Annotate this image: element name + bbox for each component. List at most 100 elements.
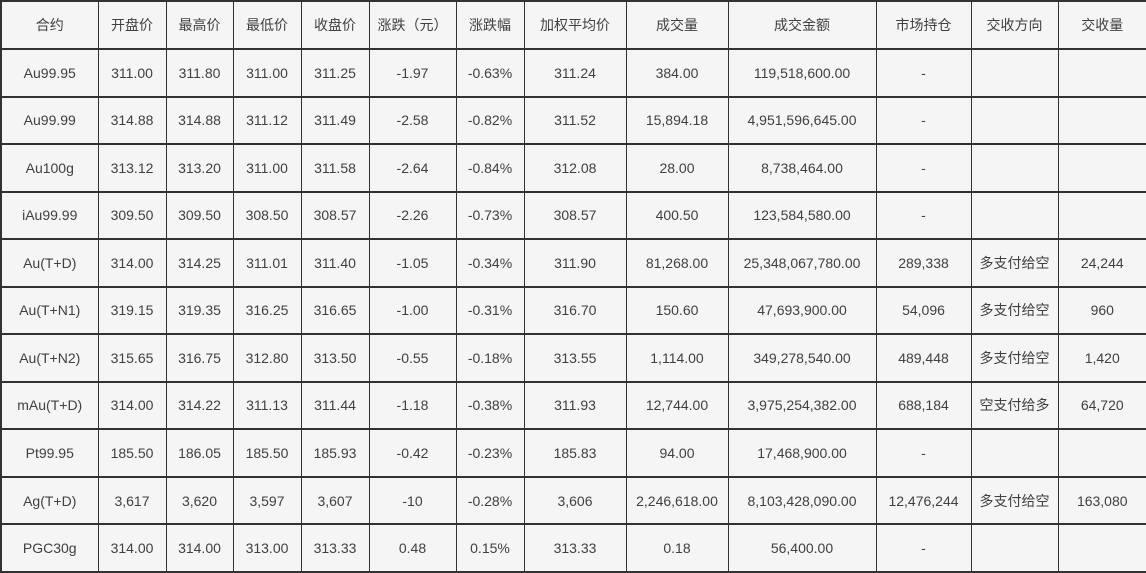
value-cell: 4,951,596,645.00 xyxy=(727,95,877,146)
table-row: iAu99.99 309.50 309.50 308.50 308.57 -2.26 -0.… xyxy=(0,190,1146,241)
value-cell: 119,518,600.00 xyxy=(727,48,877,98)
column-header: 市场持仓 xyxy=(875,0,972,50)
value-cell: 316.25 xyxy=(232,285,302,336)
value-cell: - xyxy=(875,143,972,193)
value-cell: 960 xyxy=(1057,285,1146,336)
value-cell: 309.50 xyxy=(165,190,234,241)
value-cell: 150.60 xyxy=(625,285,729,336)
value-cell: 28.00 xyxy=(625,143,729,193)
value-cell: 688,184 xyxy=(875,380,972,431)
table-row: Au(T+D) 314.00 314.25 311.01 311.40 -1.05 -0.3… xyxy=(0,238,1146,288)
value-cell xyxy=(1057,143,1146,193)
table-row: Au100g 313.12 313.20 311.00 311.58 -2.64 -0.84… xyxy=(0,143,1146,193)
value-cell: 多支付给空 xyxy=(970,333,1059,383)
value-cell: 56,400.00 xyxy=(727,523,877,573)
column-header: 加权平均价 xyxy=(523,0,627,50)
value-cell: 15,894.18 xyxy=(625,95,729,146)
value-cell: 314.00 xyxy=(97,238,167,288)
value-cell xyxy=(1057,428,1146,478)
value-cell: 311.00 xyxy=(97,48,167,98)
column-header: 交收量 xyxy=(1057,0,1146,50)
value-cell: 313.12 xyxy=(97,143,167,193)
value-cell: 0.15% xyxy=(455,523,525,573)
value-cell: 311.52 xyxy=(523,95,627,146)
value-cell: 24,244 xyxy=(1057,238,1146,288)
value-cell: - xyxy=(875,428,972,478)
column-header: 成交金额 xyxy=(727,0,877,50)
value-cell: 384.00 xyxy=(625,48,729,98)
value-cell: 17,468,900.00 xyxy=(727,428,877,478)
value-cell: 311.40 xyxy=(300,238,370,288)
value-cell: 3,617 xyxy=(97,475,167,526)
value-cell xyxy=(970,428,1059,478)
value-cell: 312.80 xyxy=(232,333,302,383)
value-cell: 空支付给多 xyxy=(970,380,1059,431)
value-cell: 314.88 xyxy=(165,95,234,146)
value-cell: 多支付给空 xyxy=(970,238,1059,288)
value-cell: 311.25 xyxy=(300,48,370,98)
value-cell: 308.50 xyxy=(232,190,302,241)
value-cell: -10 xyxy=(368,475,457,526)
value-cell: 489,448 xyxy=(875,333,972,383)
value-cell: 94.00 xyxy=(625,428,729,478)
value-cell xyxy=(1057,95,1146,146)
column-header: 开盘价 xyxy=(97,0,167,50)
value-cell: 8,103,428,090.00 xyxy=(727,475,877,526)
table-header: 合约 开盘价 最高价 最低价 收盘价 涨跌（元） 涨跌幅 加权平均价 成交量 成交金额 市场持仓 交收… xyxy=(0,0,1146,50)
value-cell: 多支付给空 xyxy=(970,285,1059,336)
value-cell xyxy=(1057,190,1146,241)
value-cell: 12,744.00 xyxy=(625,380,729,431)
value-cell: - xyxy=(875,523,972,573)
value-cell: -0.23% xyxy=(455,428,525,478)
value-cell: 0.18 xyxy=(625,523,729,573)
value-cell: 315.65 xyxy=(97,333,167,383)
column-header: 交收方向 xyxy=(970,0,1059,50)
value-cell: -1.97 xyxy=(368,48,457,98)
value-cell: -0.63% xyxy=(455,48,525,98)
value-cell xyxy=(970,95,1059,146)
value-cell: -0.55 xyxy=(368,333,457,383)
value-cell xyxy=(970,523,1059,573)
table-row: Au99.95 311.00 311.80 311.00 311.25 -1.97 -0.6… xyxy=(0,48,1146,98)
value-cell xyxy=(1057,523,1146,573)
value-cell: 311.13 xyxy=(232,380,302,431)
value-cell: 313.33 xyxy=(300,523,370,573)
value-cell xyxy=(970,143,1059,193)
table-row: PGC30g 314.00 314.00 313.00 313.33 0.48 0.15% 3… xyxy=(0,523,1146,573)
value-cell: 311.00 xyxy=(232,143,302,193)
value-cell: 多支付给空 xyxy=(970,475,1059,526)
value-cell: 289,338 xyxy=(875,238,972,288)
contract-cell: Au(T+N1) xyxy=(0,285,99,336)
value-cell: 3,620 xyxy=(165,475,234,526)
column-header: 成交量 xyxy=(625,0,729,50)
table-body: Au99.95 311.00 311.80 311.00 311.25 -1.97 -0.6… xyxy=(0,48,1146,573)
value-cell: 185.50 xyxy=(232,428,302,478)
value-cell: 186.05 xyxy=(165,428,234,478)
value-cell: -0.28% xyxy=(455,475,525,526)
value-cell: 0.48 xyxy=(368,523,457,573)
table-row: Ag(T+D) 3,617 3,620 3,597 3,607 -10 -0.28% 3,60… xyxy=(0,475,1146,526)
value-cell: 311.80 xyxy=(165,48,234,98)
value-cell: -1.18 xyxy=(368,380,457,431)
value-cell: 47,693,900.00 xyxy=(727,285,877,336)
contract-cell: Au(T+D) xyxy=(0,238,99,288)
value-cell: 316.65 xyxy=(300,285,370,336)
column-header: 涨跌幅 xyxy=(455,0,525,50)
value-cell: 313.50 xyxy=(300,333,370,383)
contract-cell: Au(T+N2) xyxy=(0,333,99,383)
value-cell: 1,420 xyxy=(1057,333,1146,383)
value-cell: 185.93 xyxy=(300,428,370,478)
value-cell: 12,476,244 xyxy=(875,475,972,526)
value-cell: 64,720 xyxy=(1057,380,1146,431)
column-header: 最高价 xyxy=(165,0,234,50)
value-cell xyxy=(970,48,1059,98)
contract-cell: Pt99.95 xyxy=(0,428,99,478)
value-cell: 1,114.00 xyxy=(625,333,729,383)
contract-cell: Au99.99 xyxy=(0,95,99,146)
value-cell: 123,584,580.00 xyxy=(727,190,877,241)
value-cell: 185.50 xyxy=(97,428,167,478)
value-cell: 312.08 xyxy=(523,143,627,193)
column-header: 收盘价 xyxy=(300,0,370,50)
value-cell: -0.73% xyxy=(455,190,525,241)
value-cell: 313.33 xyxy=(523,523,627,573)
